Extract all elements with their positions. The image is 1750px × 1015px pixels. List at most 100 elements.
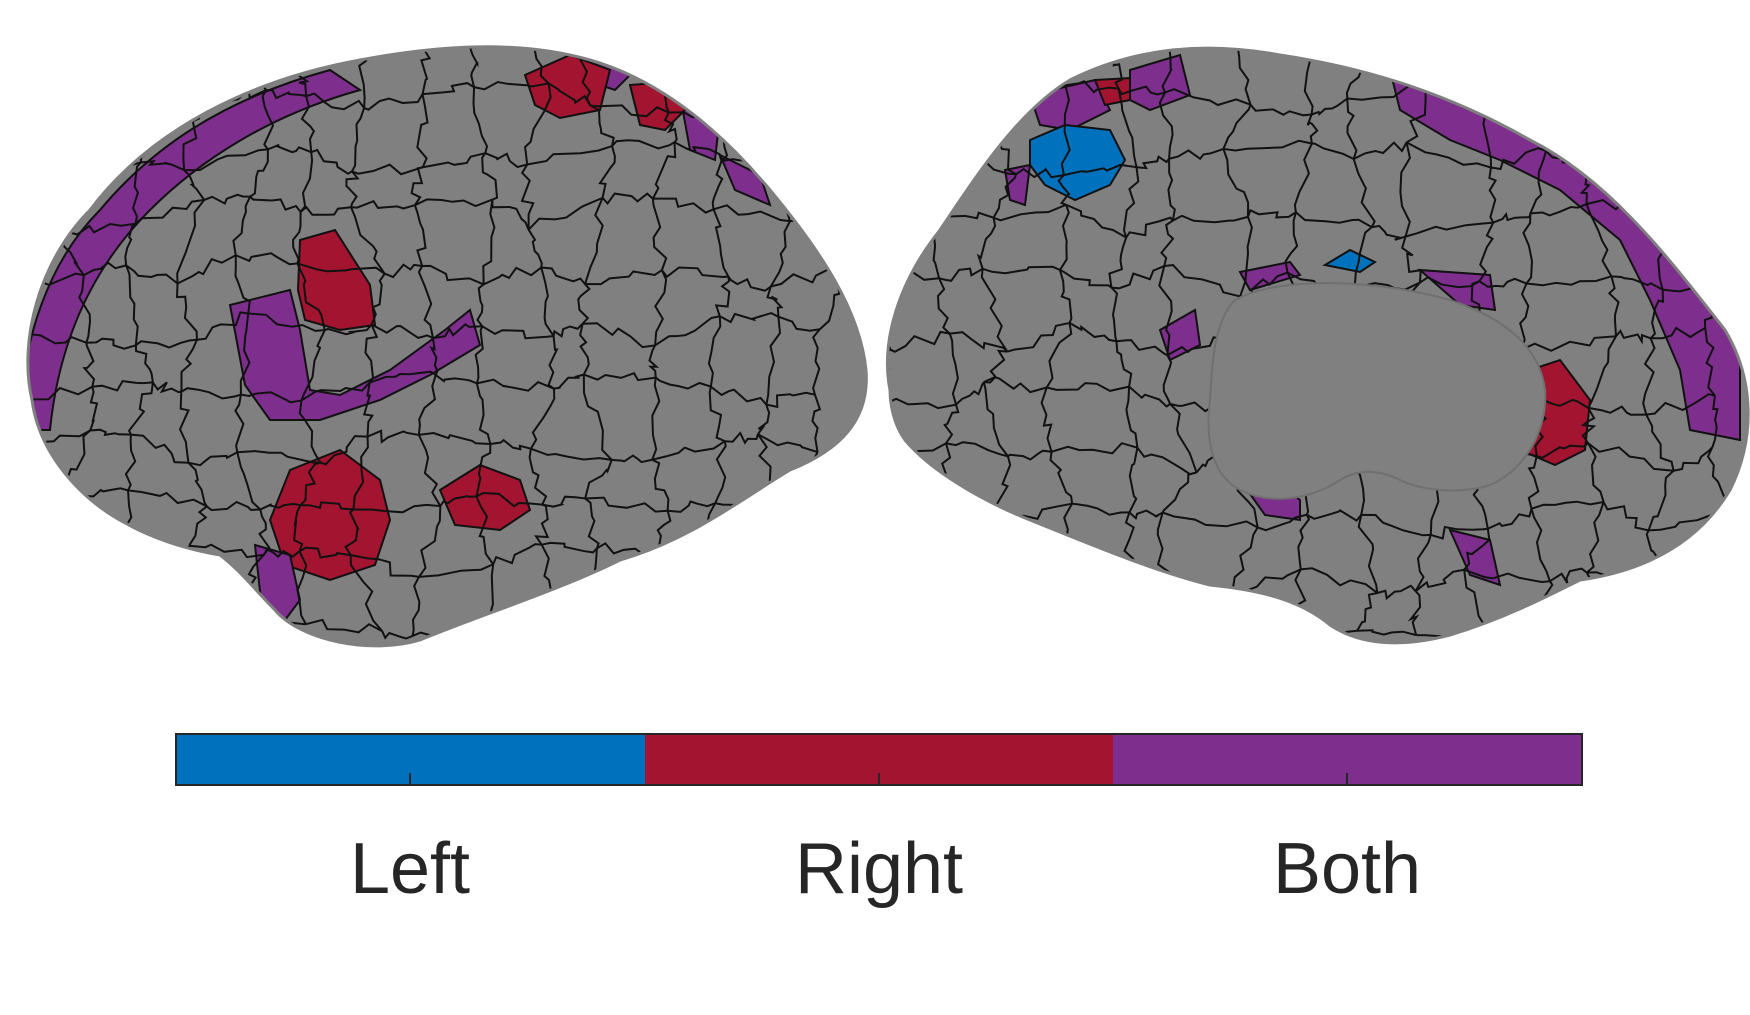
parcel-boundary: [949, 331, 1009, 353]
parcel-boundary: [1223, 139, 1313, 152]
parcel-boundary: [774, 549, 834, 567]
parcel-boundary: [305, 92, 365, 111]
parcel-boundary: [299, 461, 321, 506]
parcel-boundary: [1167, 158, 1176, 221]
parcel-boundary: [475, 383, 492, 445]
parcel-boundary: [310, 148, 353, 175]
parcel-boundary: [1405, 221, 1494, 238]
parcel-boundary: [1529, 150, 1547, 214]
parcel-boundary: [1125, 216, 1174, 239]
parcel-boundary: [1588, 142, 1650, 169]
parcel-boundary: [1284, 211, 1299, 273]
parcel-boundary: [1642, 337, 1656, 415]
parcel-boundary: [867, 224, 883, 263]
parcel-boundary: [351, 163, 424, 176]
parcel-boundary: [1527, 455, 1540, 509]
parcel-boundary: [175, 283, 198, 340]
parcel-boundary: [1521, 335, 1617, 352]
parcel-boundary: [61, 46, 76, 83]
parcel-boundary: [887, 263, 892, 351]
parcel-boundary: [1128, 385, 1171, 408]
parcel-boundary: [527, 196, 603, 231]
parcel-boundary: [234, 394, 245, 453]
parcel-boundary: [584, 197, 604, 285]
parcel-boundary: [1719, 505, 1736, 598]
parcel-boundary: [418, 563, 494, 578]
parcel-boundary: [14, 575, 23, 604]
parcel-boundary: [127, 382, 154, 436]
parcel-boundary: [195, 599, 237, 613]
parcel-boundary: [1306, 114, 1319, 144]
parcel-boundary: [417, 434, 442, 507]
parcel-boundary: [1058, 269, 1073, 324]
parcel-boundary: [1648, 96, 1711, 109]
parcel-boundary: [293, 504, 304, 552]
parcel-boundary: [887, 213, 937, 228]
parcel-boundary: [131, 572, 140, 636]
parcel-boundary: [435, 374, 478, 385]
parcel-boundary: [472, 87, 489, 154]
parcel-boundary: [153, 90, 199, 104]
parcel-boundary: [190, 543, 264, 559]
parcel-boundary: [1647, 469, 1675, 531]
parcel-boundary: [65, 81, 76, 151]
parcel-boundary: [180, 387, 242, 400]
parcel-boundary: [552, 322, 584, 338]
parcel-boundary: [1222, 104, 1252, 150]
parcel-boundary: [1173, 24, 1234, 36]
parcel-boundary: [1645, 414, 1675, 471]
parcel-boundary: [67, 496, 86, 576]
parcel-boundary: [351, 107, 366, 172]
parcel-boundary: [1463, 568, 1551, 584]
parcel-boundary: [983, 376, 1047, 394]
parcel-boundary: [1607, 276, 1620, 337]
parcel-boundary: [130, 433, 189, 464]
parcel-boundary: [583, 46, 648, 59]
parcel-boundary: [542, 495, 586, 508]
parcel-boundary: [475, 443, 492, 497]
parcel-boundary: [414, 198, 493, 208]
parcel-boundary: [928, 105, 991, 117]
parcel-boundary: [1587, 442, 1674, 472]
parcel-boundary: [27, 225, 62, 237]
parcel-boundary: [1120, 48, 1174, 52]
parcel-boundary: [1239, 216, 1253, 297]
parcel-boundary: [475, 496, 495, 565]
parcel-boundary: [1548, 48, 1558, 109]
parcel-boundary: [1485, 25, 1552, 45]
parcel-boundary: [490, 438, 532, 451]
parcel-boundary: [817, 165, 830, 221]
parcel-boundary: [350, 206, 386, 275]
parcel-boundary: [934, 509, 950, 593]
parcel-boundary: [350, 554, 420, 578]
parcel-boundary: [1353, 141, 1408, 160]
parcel-boundary: [652, 197, 714, 214]
parcel-boundary: [300, 95, 316, 153]
parcel-boundary: [90, 428, 131, 437]
parcel-boundary: [351, 199, 416, 210]
parcel-boundary: [765, 316, 782, 405]
parcel-boundary: [976, 217, 997, 270]
parcel-boundary: [239, 313, 251, 395]
parcel-boundary: [240, 391, 302, 404]
parcel-boundary: [553, 373, 585, 390]
parcel-boundary: [124, 434, 137, 491]
parcel-boundary: [1311, 97, 1348, 116]
parcel-boundary: [527, 229, 543, 268]
region-both: [1448, 528, 1502, 587]
parcel-boundary: [124, 222, 137, 266]
parcel-boundary: [527, 145, 613, 166]
parcel-boundary: [830, 46, 842, 115]
parcel-boundary: [948, 48, 1002, 59]
parcel-boundary: [583, 371, 656, 382]
parcel-boundary: [524, 83, 552, 165]
parcel-boundary: [1580, 407, 1597, 444]
parcel-boundary: [292, 211, 302, 264]
parcel-boundary: [945, 441, 1009, 458]
parcel-boundary: [654, 315, 720, 347]
parcel-boundary: [15, 446, 25, 518]
parcel-boundary: [532, 46, 550, 85]
region-both: [1417, 268, 1497, 312]
parcel-boundary: [1306, 509, 1363, 522]
parcel-boundary: [1543, 624, 1599, 643]
